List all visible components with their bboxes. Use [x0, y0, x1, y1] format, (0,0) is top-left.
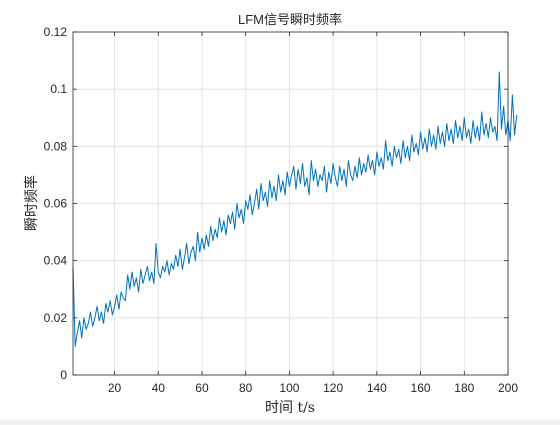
y-tick-label: 0.12: [44, 25, 68, 39]
x-tick-label: 20: [108, 381, 122, 395]
y-tick-label: 0.08: [44, 139, 68, 153]
y-tick-labels: 0 0.02 0.04 0.06 0.08 0.1 0.12: [44, 25, 68, 382]
y-tick-label: 0.06: [44, 197, 68, 211]
x-tick-label: 160: [411, 381, 431, 395]
x-tick-labels: 20 40 60 80 100 120 140 160 180 200: [108, 381, 518, 395]
x-tick-label: 200: [498, 381, 518, 395]
x-tick-label: 60: [195, 381, 209, 395]
x-tick-label: 140: [367, 381, 387, 395]
y-tick-label: 0.04: [44, 254, 68, 268]
y-tick-label: 0.1: [50, 82, 67, 96]
y-axis-label: 瞬时频率: [23, 175, 40, 231]
x-tick-label: 80: [239, 381, 253, 395]
tick-marks: [73, 31, 509, 376]
y-tick-label: 0: [60, 368, 67, 382]
x-axis-label: 时间 t/s: [265, 400, 315, 416]
x-tick-label: 100: [279, 381, 299, 395]
x-tick-label: 180: [454, 381, 474, 395]
x-tick-label: 40: [152, 381, 166, 395]
y-tick-label: 0.02: [44, 311, 68, 325]
chart-title: LFM信号瞬时频率: [238, 12, 342, 27]
series-layer: [72, 71, 518, 347]
series-line: [72, 71, 518, 347]
x-tick-label: 120: [323, 381, 343, 395]
